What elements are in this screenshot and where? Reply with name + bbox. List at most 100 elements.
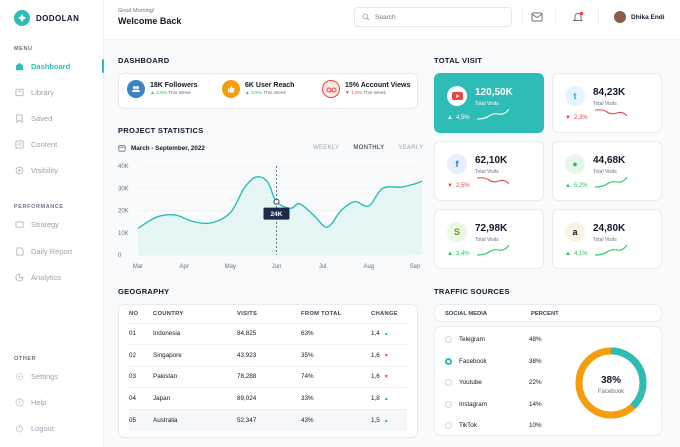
bell-icon[interactable] [572,11,584,23]
change-value: 1,8 [371,394,380,402]
top-header: Good Morning! Welcome Back Dhika Endi [104,0,680,40]
sidebar-item-strategy[interactable]: Strategy [14,216,104,232]
header-divider [522,8,523,26]
traffic-donut-chart: 38% Facebook [575,347,647,419]
amazon-icon: a [565,222,585,242]
table-row[interactable]: 02 Singapore 43,923 35% 1,6 ▼ [129,344,407,366]
table-row[interactable]: 03 Pakistan 78,288 74% 1,6 ▼ [129,365,407,388]
sidebar-item-visibility[interactable]: Visibility [14,162,104,178]
sidebar-item-logout[interactable]: Logout [14,420,104,436]
header-divider [598,8,599,26]
highlight-point[interactable] [273,198,280,205]
visit-change-value: 3,4% [455,251,470,257]
mail-icon[interactable] [531,11,543,23]
traffic-source-name: Instagram [459,400,487,408]
visit-card-amazon[interactable]: a 24,80K Total Visits ▲ 4,1% [552,209,662,269]
sidebar-item-label: Daily Report [31,246,73,256]
traffic-row-youtube[interactable]: Youtube 22% [445,379,542,386]
radio-button[interactable] [445,379,452,386]
visit-value: 84,23K [593,87,626,98]
radio-button[interactable] [445,336,452,343]
radio-button[interactable] [445,400,452,408]
cell-country: Singapore [153,344,237,366]
visit-label: Total Visits [475,169,499,175]
sidebar-item-settings[interactable]: Settings [14,368,104,384]
sparkline [595,109,627,117]
traffic-row-telegram[interactable]: Telegram 48% [445,336,542,343]
y-tick-label: 40K [118,164,129,170]
cell-change: 1,4 ▲ [371,322,407,345]
tab-weekly[interactable]: WEEKLY [313,145,340,151]
traffic-row-tiktok[interactable]: TikTok 10% [445,422,542,429]
sidebar-item-label: Analytics [31,272,62,282]
app-name: DODOLAN [36,13,80,23]
visit-card-shopify[interactable]: S 72,98K Total Visits ▲ 3,4% [434,209,544,269]
tab-monthly[interactable]: MONTHLY [353,145,385,151]
visit-value: 120,50K [475,87,513,98]
cell-visits: 89,024 [237,387,301,409]
cell-from-total: 35% [301,344,371,366]
chart-tooltip [263,207,290,220]
search-input[interactable] [375,13,495,21]
sidebar-item-help[interactable]: Help [14,394,104,410]
sidebar-item-label: Dashboard [31,61,71,71]
tab-yearly[interactable]: YEARLY [398,145,424,151]
donut-selected-arc [575,347,647,419]
visit-label: Total Visits [475,237,499,243]
visit-card-facebook[interactable]: f 62,10K Total Visits ▼ 2,5% [434,141,544,201]
date-range-picker[interactable]: March - September, 2022 [118,144,205,152]
youtube-icon [447,86,467,106]
donut-value: 38% [601,375,621,386]
arrow-up-icon: ▲ [383,395,389,402]
sparkline [595,176,627,188]
stat-value: 6K User Reach [245,82,295,89]
visit-change: ▼ 2,5% [447,183,470,189]
stat-value: 18K Followers [150,82,198,89]
dashboard-icon [14,61,24,71]
date-range-text: March - September, 2022 [131,144,205,152]
visit-card-twitter[interactable]: t 84,23K Total Visits ▼ 2,3% [552,73,662,133]
change-value: 1,6 [371,373,380,381]
sidebar-item-analytics[interactable]: Analytics [14,269,104,285]
avatar [614,11,626,23]
sidebar-item-label: Settings [31,371,59,381]
visit-label: Total Visits [593,101,617,107]
table-row[interactable]: 05 Australia 52,347 43% 1,5 ▲ [129,408,407,431]
logo[interactable]: DODOLAN [14,10,79,26]
table-row[interactable]: 04 Japan 89,024 33% 1,8 ▲ [129,387,407,409]
sidebar-item-library[interactable]: Library [14,84,104,100]
radio-button[interactable] [445,422,452,429]
traffic-row-instagram[interactable]: Instagram 14% [445,400,542,408]
arrow-down-icon: ▼ [565,115,571,121]
sidebar-item-saved[interactable]: Saved [14,110,104,126]
table-row[interactable]: 01 Indonesia 84,825 63% 1,4 ▲ [129,322,407,345]
stat-period: This Week [263,91,286,96]
traffic-sources-title: TRAFFIC SOURCES [434,287,510,296]
traffic-row-facebook[interactable]: Facebook 38% [445,357,542,365]
visit-change: ▲ 4,5% [447,115,470,121]
cell-change: 1,8 ▲ [371,387,407,409]
wechat-icon: ● [565,154,585,174]
stat-account-views: 15% Account Views ▼ 1,6% This Week [322,80,410,98]
sidebar-item-label: Visibility [31,165,58,175]
arrow-up-icon: ▲ [245,91,250,96]
sidebar-item-content[interactable]: Content [14,136,104,152]
x-tick-label: Sep [410,264,421,270]
traffic-source-percent: 10% [529,422,542,429]
y-tick-label: 0 [118,253,122,259]
visit-card-youtube[interactable]: 120,50K Total Visits ▲ 4,5% [434,73,544,133]
arrow-up-icon: ▲ [565,251,571,257]
visit-change: ▲ 3,4% [447,251,470,257]
sparkline [477,108,509,120]
total-visit-title: TOTAL VISIT [434,56,483,65]
traffic-source-name: Youtube [459,379,482,386]
search-box[interactable] [354,7,512,27]
arrow-down-icon: ▼ [345,91,350,96]
radio-button[interactable] [445,357,452,365]
sidebar-item-daily-report[interactable]: Daily Report [14,243,104,259]
other-section-title: OTHER [14,356,37,362]
visit-card-wechat[interactable]: ● 44,68K Total Visits ▲ 5,2% [552,141,662,201]
sidebar-item-dashboard[interactable]: Dashboard [14,58,104,74]
user-menu[interactable]: Dhika Endi [614,11,665,23]
greeting-text: Good Morning! [118,8,155,14]
